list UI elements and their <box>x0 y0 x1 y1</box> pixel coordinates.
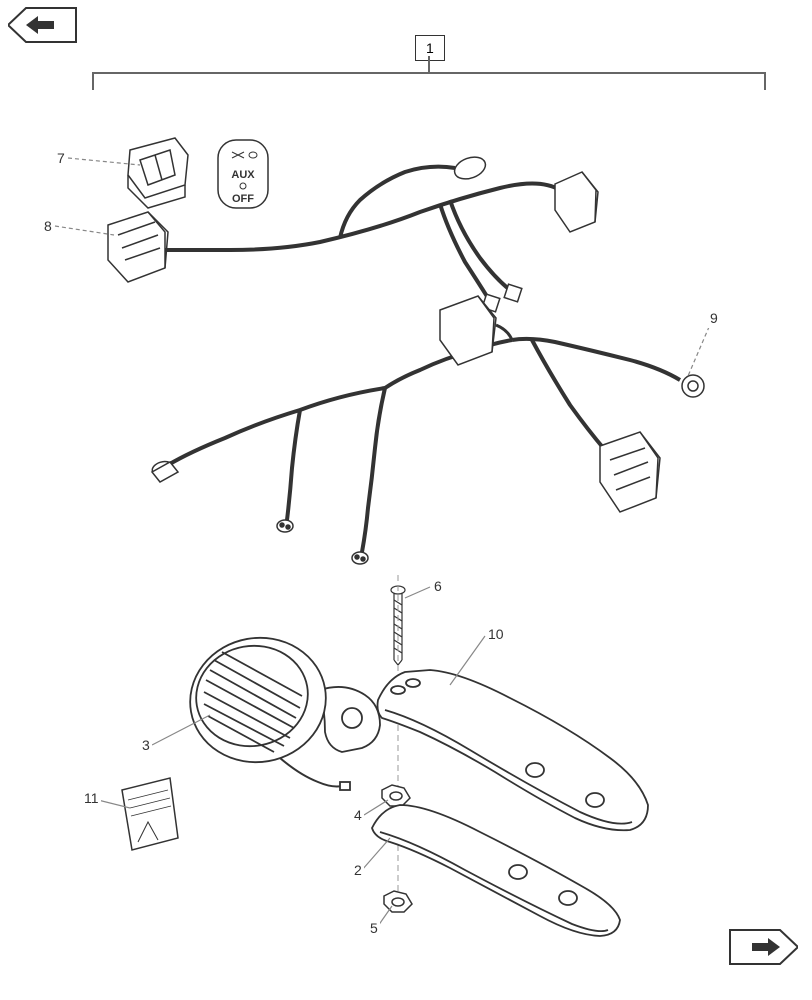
callout-3: 3 <box>140 735 152 755</box>
lower-harness-connectors <box>151 296 704 564</box>
callout-11: 11 <box>82 788 101 808</box>
nut-4-part <box>382 785 410 806</box>
aux-label-text1: AUX <box>231 169 255 181</box>
callout-6: 6 <box>432 576 444 596</box>
upper-bracket-part <box>378 670 649 830</box>
nut-5-part <box>384 891 412 912</box>
callout-9: 9 <box>708 308 720 328</box>
aux-label-text2: OFF <box>232 193 254 205</box>
connector-block-part <box>108 212 230 282</box>
warning-label-part <box>122 778 178 850</box>
aux-label-plate: AUX OFF <box>218 140 268 208</box>
upper-harness-connectors <box>452 153 598 312</box>
parts-diagram: AUX OFF <box>0 0 812 1000</box>
callout-10: 10 <box>486 624 506 644</box>
callout-5: 5 <box>368 918 380 938</box>
light-assembly-part <box>180 627 380 790</box>
lower-bracket-part <box>372 805 620 936</box>
callout-2: 2 <box>352 860 364 880</box>
callout-4: 4 <box>352 805 364 825</box>
rocker-switch-part <box>128 138 188 208</box>
upper-harness <box>230 167 560 298</box>
callout-8: 8 <box>42 216 54 236</box>
callout-7: 7 <box>55 148 67 168</box>
